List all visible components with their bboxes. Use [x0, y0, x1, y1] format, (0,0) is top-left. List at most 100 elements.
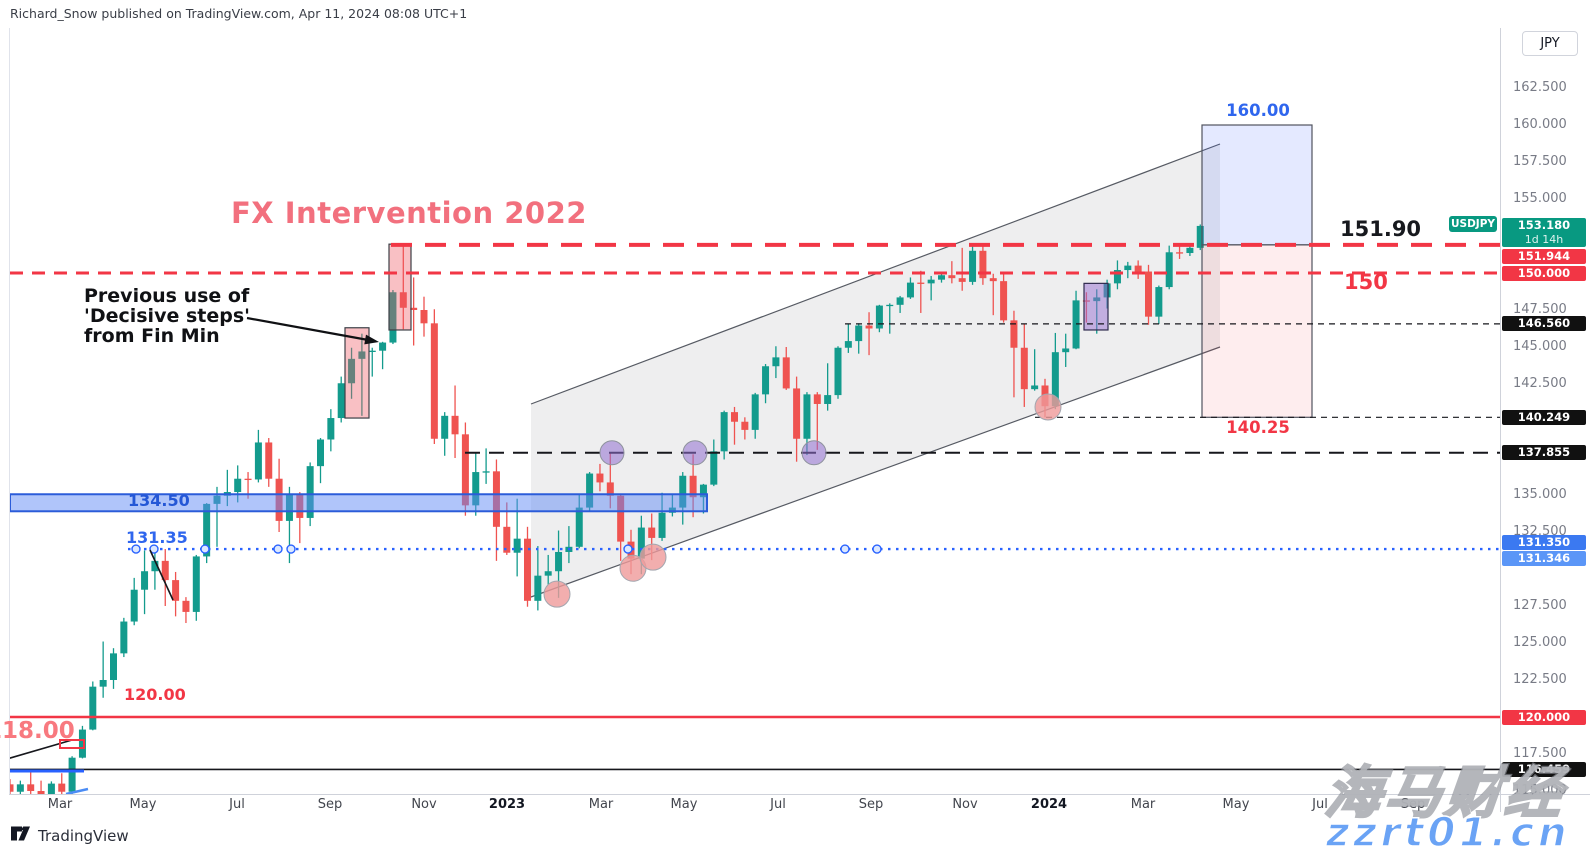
- price-axis[interactable]: JPY 162.500 160.000 157.500 155.000 147.500 1…: [1500, 0, 1590, 857]
- price-tick: 115.000: [1513, 783, 1567, 798]
- price-tick: 147.500: [1513, 302, 1567, 317]
- candle: [917, 282, 925, 284]
- note-line-1: Previous use of: [84, 285, 250, 307]
- candle: [368, 350, 376, 352]
- candle: [9, 784, 14, 792]
- candle: [1062, 348, 1070, 353]
- level-badge: 120.000: [1502, 709, 1586, 725]
- level-badge: 140.249: [1502, 409, 1586, 425]
- symbol-price-flag: USDJPY: [1449, 216, 1497, 232]
- note-line-2: 'Decisive steps': [84, 305, 250, 327]
- time-tick: Mar: [1130, 797, 1156, 812]
- price-tick: 142.500: [1513, 376, 1567, 391]
- candle: [906, 282, 914, 298]
- candle: [327, 418, 335, 440]
- candle: [596, 473, 604, 483]
- candle: [1124, 265, 1132, 271]
- candle: [979, 250, 987, 279]
- level-badge: 150.000: [1502, 265, 1586, 281]
- candle: [203, 503, 211, 557]
- candle: [172, 580, 180, 601]
- level-150-label: 150: [1344, 270, 1388, 294]
- candle: [317, 439, 324, 467]
- time-tick: Sep: [1400, 797, 1426, 812]
- candle: [969, 250, 977, 282]
- price-tick: 127.500: [1513, 598, 1567, 613]
- candle: [1113, 270, 1121, 284]
- candle: [1134, 265, 1142, 272]
- decisive-steps-note: Previous use of 'Decisive steps' from Fi…: [84, 286, 250, 346]
- level-badge: 146.560: [1502, 316, 1586, 332]
- time-tick: Nov: [952, 797, 978, 812]
- candle: [358, 351, 366, 359]
- last-price-badge: 153.180 1d 14h: [1502, 218, 1586, 248]
- time-tick: Jul: [229, 797, 245, 812]
- candle: [689, 475, 697, 498]
- candle: [265, 442, 273, 479]
- candle: [47, 783, 55, 795]
- time-tick: Jul: [770, 797, 786, 812]
- candle: [844, 341, 852, 348]
- candle: [399, 292, 407, 308]
- time-tick: May: [129, 797, 157, 812]
- candle: [731, 412, 738, 422]
- level-badge: 131.350: [1502, 534, 1586, 550]
- candle: [782, 357, 790, 389]
- candle: [254, 442, 262, 480]
- target-box-up: [1201, 124, 1313, 246]
- candle: [524, 538, 531, 601]
- time-axis[interactable]: Mar May Jul Sep Nov 2023 Mar May Jul Sep Nov 2024 Ma…: [0, 794, 1590, 818]
- tradingview-brand: TradingView: [38, 826, 129, 845]
- byline: Richard_Snow published on TradingView.co…: [10, 6, 468, 21]
- candle: [699, 484, 707, 498]
- candle: [865, 325, 873, 329]
- candle: [751, 394, 759, 430]
- candle: [1145, 271, 1152, 317]
- price-tick: 125.000: [1513, 635, 1567, 650]
- candle: [306, 466, 314, 518]
- candle: [555, 551, 563, 572]
- candle: [710, 451, 718, 485]
- candle: [793, 388, 801, 439]
- time-tick: May: [1222, 797, 1250, 812]
- candle: [958, 278, 966, 282]
- candle: [938, 275, 945, 280]
- price-tick: 122.500: [1513, 672, 1567, 687]
- intervention-box-2: [388, 243, 412, 331]
- price-tick: 160.000: [1513, 117, 1567, 132]
- candle: [337, 383, 345, 419]
- annotation-arrow: [246, 316, 372, 342]
- mini-rect-118: [59, 739, 85, 749]
- purple-event-circle: [682, 440, 708, 466]
- candle: [234, 478, 242, 493]
- candle: [78, 729, 86, 758]
- currency-unit-button[interactable]: JPY: [1522, 31, 1578, 56]
- candle: [1186, 247, 1194, 254]
- candle: [886, 304, 894, 307]
- time-tick: 2024: [1030, 797, 1068, 812]
- support-118-label: 118.00: [0, 718, 75, 744]
- countdown: 1d 14h: [1524, 233, 1564, 247]
- candle: [37, 791, 45, 795]
- level-badge: 116.459: [1502, 761, 1586, 777]
- candle: [575, 507, 583, 547]
- level-badge: 151.944: [1502, 248, 1586, 264]
- time-tick: Nov: [411, 797, 437, 812]
- candle: [772, 357, 780, 367]
- candle: [1031, 385, 1039, 390]
- time-tick: Sep: [858, 797, 884, 812]
- candle: [824, 395, 832, 404]
- tradingview-logo-icon: [10, 825, 31, 846]
- target-14025-label: 140.25: [1226, 418, 1290, 437]
- candle: [1196, 225, 1204, 248]
- candle: [58, 783, 66, 792]
- candle: [430, 323, 438, 439]
- candle: [762, 366, 770, 395]
- level-badge: 131.346: [1502, 550, 1586, 566]
- time-axis-border: [9, 794, 1590, 795]
- target-160-label: 160.00: [1226, 101, 1290, 120]
- tradingview-footer[interactable]: TradingView: [10, 825, 129, 846]
- candle: [441, 415, 449, 439]
